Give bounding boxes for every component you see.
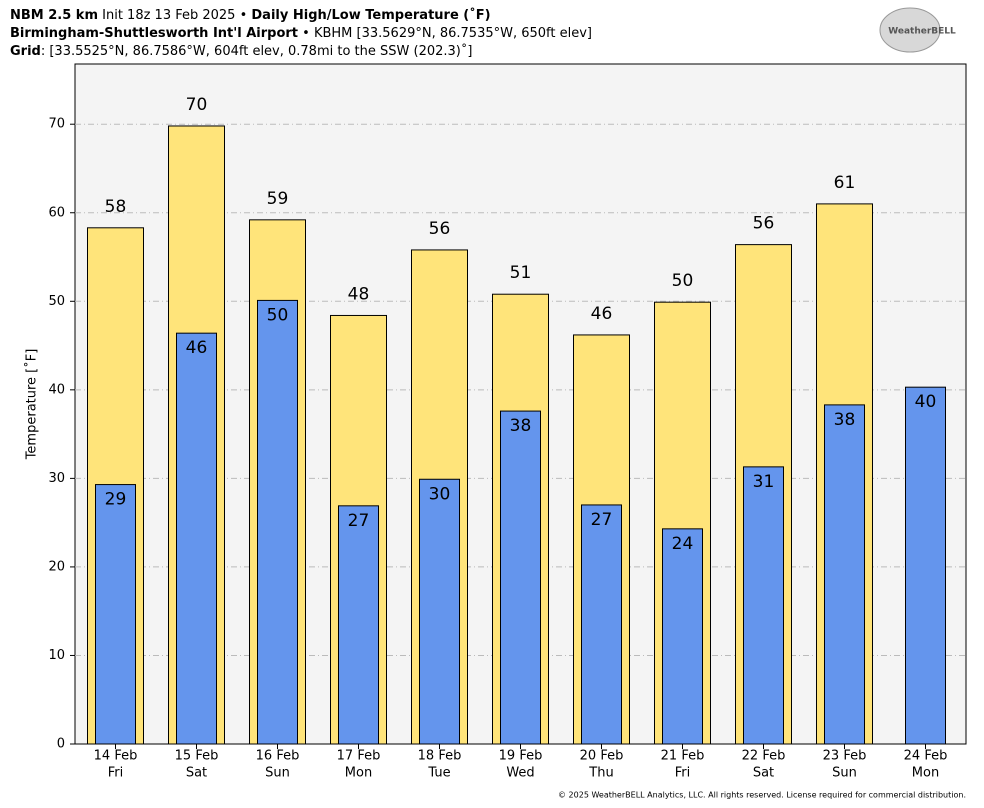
- low-bar: [500, 410, 541, 745]
- value-label: 46: [591, 304, 613, 324]
- y-tick-label: 70: [48, 117, 65, 132]
- low-bar: [824, 404, 865, 745]
- value-label: 27: [591, 510, 613, 530]
- value-label: 38: [834, 410, 856, 430]
- y-tick-label: 60: [48, 205, 65, 220]
- low-bar: [905, 386, 946, 745]
- low-bar: [743, 466, 784, 745]
- title-part: NBM 2.5 km: [10, 8, 98, 23]
- y-tick-label: 30: [48, 471, 65, 486]
- low-bar: [419, 478, 460, 745]
- title-line: NBM 2.5 km Init 18z 13 Feb 2025 • Daily …: [10, 7, 491, 23]
- x-tick-label: 16 Feb: [256, 749, 300, 764]
- value-label: 70: [186, 95, 208, 115]
- logo-swirl: [879, 7, 941, 53]
- logo-text: WeatherBELL: [888, 27, 956, 37]
- low-bar: [257, 299, 298, 745]
- value-label: 50: [267, 305, 289, 325]
- y-tick-label: 20: [48, 559, 65, 574]
- x-tick-weekday: Mon: [912, 766, 939, 781]
- y-tick-label: 10: [48, 648, 65, 663]
- value-label: 31: [753, 472, 775, 492]
- title-part: : [33.5525°N, 86.7586°W, 604ft elev, 0.7…: [41, 43, 473, 59]
- x-tick-label: 17 Feb: [337, 749, 381, 764]
- x-tick-label: 15 Feb: [175, 749, 219, 764]
- x-tick-label: 21 Feb: [661, 749, 705, 764]
- y-tick-label: 40: [48, 382, 65, 397]
- x-tick-weekday: Sat: [753, 766, 774, 781]
- x-tick-label: 14 Feb: [94, 749, 138, 764]
- value-label: 29: [105, 490, 127, 510]
- low-bar: [176, 332, 217, 745]
- footer: © 2025 WeatherBELL Analytics, LLC. All r…: [558, 791, 966, 800]
- title-line: Grid: [33.5525°N, 86.7586°W, 604ft elev,…: [10, 43, 472, 59]
- y-tick-label: 50: [48, 294, 65, 309]
- title-part: Init 18z 13 Feb 2025 •: [98, 8, 251, 23]
- value-label: 30: [429, 484, 451, 504]
- x-tick-weekday: Fri: [108, 766, 124, 781]
- x-tick-weekday: Sat: [186, 766, 207, 781]
- low-bar: [581, 504, 622, 745]
- low-bar: [338, 505, 379, 745]
- value-label: 40: [915, 392, 937, 412]
- x-tick-label: 20 Feb: [580, 749, 624, 764]
- x-tick-label: 23 Feb: [823, 749, 867, 764]
- x-tick-weekday: Thu: [588, 766, 613, 781]
- value-label: 51: [510, 263, 532, 283]
- value-label: 56: [429, 219, 451, 239]
- title-part: Daily High/Low Temperature (˚F): [251, 7, 490, 23]
- value-label: 38: [510, 416, 532, 436]
- value-label: 24: [672, 534, 694, 554]
- x-tick-weekday: Sun: [832, 766, 857, 781]
- value-label: 59: [267, 189, 289, 209]
- value-label: 58: [105, 197, 127, 217]
- value-label: 48: [348, 284, 370, 304]
- x-tick-label: 18 Feb: [418, 749, 462, 764]
- low-bar: [95, 484, 136, 745]
- value-label: 46: [186, 338, 208, 358]
- value-label: 61: [834, 173, 856, 193]
- title-line: Birmingham-Shuttlesworth Int'l Airport •…: [10, 26, 592, 41]
- title-part: Birmingham-Shuttlesworth Int'l Airport: [10, 26, 298, 41]
- x-tick-weekday: Fri: [675, 766, 691, 781]
- x-tick-weekday: Wed: [506, 766, 534, 781]
- logo: WeatherBELL: [879, 7, 956, 53]
- y-axis-label: Temperature [˚F]: [24, 349, 40, 461]
- x-tick-weekday: Mon: [345, 766, 372, 781]
- y-tick-label: 0: [57, 737, 65, 752]
- x-tick-label: 19 Feb: [499, 749, 543, 764]
- low-bar: [662, 528, 703, 745]
- x-tick-weekday: Sun: [265, 766, 290, 781]
- x-tick-label: 24 Feb: [904, 749, 948, 764]
- x-tick-label: 22 Feb: [742, 749, 786, 764]
- value-label: 50: [672, 271, 694, 291]
- title-part: Grid: [10, 44, 41, 59]
- title-part: • KBHM [33.5629°N, 86.7535°W, 650ft elev…: [298, 26, 592, 41]
- value-label: 56: [753, 214, 775, 234]
- x-tick-weekday: Tue: [427, 766, 450, 781]
- value-label: 27: [348, 511, 370, 531]
